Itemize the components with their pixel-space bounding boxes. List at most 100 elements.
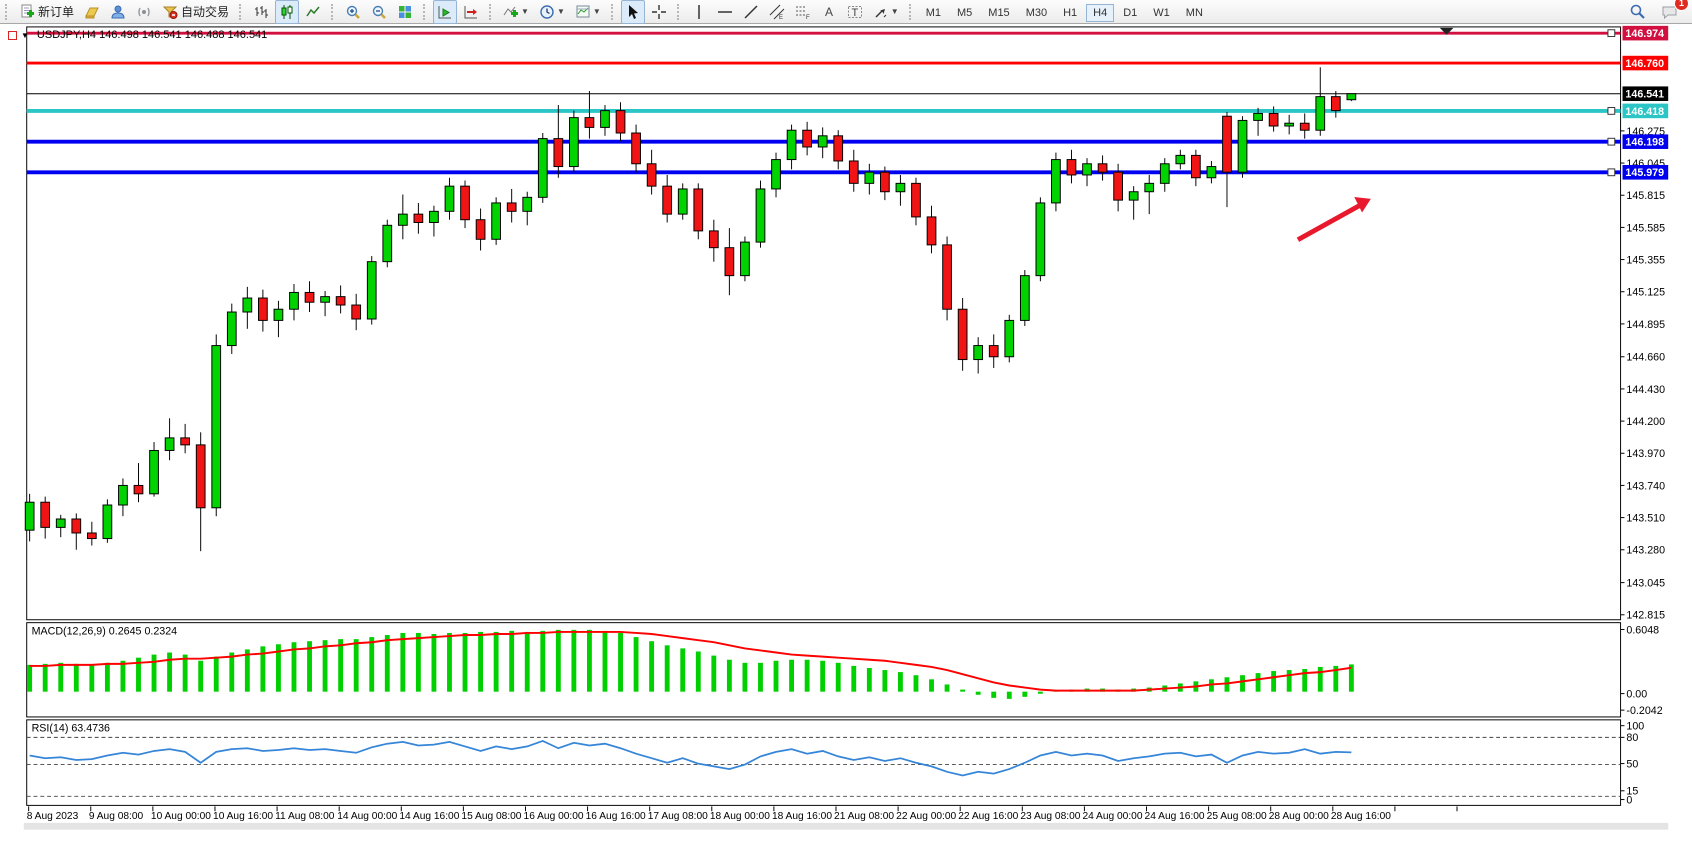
templates-button[interactable]: ▼ xyxy=(571,0,605,24)
line-handle[interactable] xyxy=(1607,168,1616,177)
trendline-tool-button[interactable] xyxy=(739,0,763,24)
candle-up xyxy=(320,296,330,303)
search-icon xyxy=(1630,4,1645,19)
indicators-button[interactable]: ▼ xyxy=(499,0,533,24)
periods-button[interactable]: ▼ xyxy=(535,0,569,24)
horizontal-line-icon xyxy=(717,10,732,13)
price-badge-label: 146.541 xyxy=(1625,89,1664,101)
tile-windows-button[interactable] xyxy=(393,0,417,24)
candle-down xyxy=(351,304,362,320)
bar-chart-button[interactable] xyxy=(249,0,273,24)
shift-marker-icon[interactable] xyxy=(1439,27,1454,35)
rsi-axis-label: 50 xyxy=(1626,758,1638,770)
arrow-annotation-head[interactable] xyxy=(1354,196,1371,213)
candle-down xyxy=(413,213,424,223)
candle-down xyxy=(880,171,890,193)
indicators-icon xyxy=(503,6,519,17)
price-tick-label: 144.660 xyxy=(1626,352,1665,364)
signals-button[interactable] xyxy=(132,0,156,24)
chart-shift-button[interactable] xyxy=(459,0,483,24)
notifications-button[interactable]: 1 xyxy=(1657,0,1689,24)
candle-up xyxy=(1128,191,1139,201)
line-chart-button[interactable] xyxy=(301,0,325,24)
time-axis-label: 18 Aug 00:00 xyxy=(710,811,770,822)
search-button[interactable] xyxy=(1625,0,1650,24)
tab-timeframe-H4[interactable]: H4 xyxy=(1086,3,1115,22)
horizontal-line-tool-button[interactable] xyxy=(713,0,737,24)
bar-chart-icon xyxy=(255,5,269,18)
toolbar-grip xyxy=(676,3,683,20)
price-tick-label: 145.355 xyxy=(1626,254,1665,266)
auto-scroll-button[interactable] xyxy=(433,0,458,24)
candle-up xyxy=(569,117,579,168)
tab-timeframe-M1[interactable]: M1 xyxy=(925,6,941,19)
chart-canvas[interactable]: 146.275146.045145.815145.585145.355145.1… xyxy=(0,24,1692,853)
tab-timeframe-H1[interactable]: H1 xyxy=(1063,6,1078,19)
macd-histogram-bar xyxy=(929,679,934,692)
gold-book-icon xyxy=(85,7,99,18)
macd-histogram-bar xyxy=(664,645,670,692)
chevron-down-icon[interactable]: ▼ xyxy=(21,30,29,40)
crosshair-button[interactable] xyxy=(647,0,671,24)
chart-title-row: ▼ USDJPY,H4 146.498 146.541 146.488 146.… xyxy=(8,29,267,41)
arrow-annotation[interactable] xyxy=(1296,203,1361,242)
text-tool-button[interactable]: A xyxy=(817,0,841,24)
chart-window[interactable]: ▼ USDJPY,H4 146.498 146.541 146.488 146.… xyxy=(0,24,1692,853)
tab-timeframe-M30[interactable]: M30 xyxy=(1025,6,1048,19)
fibonacci-tool-button[interactable]: F xyxy=(791,0,815,24)
macd-histogram-bar xyxy=(120,660,126,692)
zoom-out-button[interactable] xyxy=(367,0,391,24)
new-order-icon xyxy=(21,4,34,17)
candle-up xyxy=(1253,112,1263,121)
vertical-line-tool-button[interactable] xyxy=(687,0,711,24)
candle-up xyxy=(397,213,408,226)
arrows-tool-button[interactable]: ▼ xyxy=(869,0,903,24)
price-tick-label: 144.200 xyxy=(1626,416,1665,428)
tab-timeframe-M5[interactable]: M5 xyxy=(957,6,973,19)
clock-icon xyxy=(540,4,554,19)
label-tool-button[interactable]: T xyxy=(843,0,867,24)
macd-histogram-bar xyxy=(975,691,981,695)
macd-histogram-bar xyxy=(571,629,577,692)
toolbar: 新订单 自动交易 xyxy=(0,0,1692,24)
line-handle[interactable] xyxy=(1607,137,1616,146)
new-order-button[interactable]: 新订单 xyxy=(15,0,78,24)
tab-timeframe-W1[interactable]: W1 xyxy=(1153,6,1170,19)
market-watch-button[interactable] xyxy=(80,0,104,24)
macd-histogram-bar xyxy=(58,662,64,692)
macd-axis-label: 0.00 xyxy=(1626,689,1647,701)
time-axis-label: 16 Aug 00:00 xyxy=(524,811,584,822)
macd-histogram-bar xyxy=(260,646,266,692)
candle-down xyxy=(693,188,704,232)
main-panel[interactable] xyxy=(26,26,1622,621)
candle-down xyxy=(662,185,673,215)
candle-down xyxy=(506,202,517,212)
zoom-in-button[interactable] xyxy=(341,0,365,24)
candle-up xyxy=(864,171,875,184)
macd-histogram-bar xyxy=(524,631,530,692)
tab-timeframe-M15[interactable]: M15 xyxy=(988,6,1010,19)
line-handle[interactable] xyxy=(1607,29,1616,38)
profile-button[interactable] xyxy=(106,0,130,24)
candlestick-chart-button[interactable] xyxy=(275,0,300,24)
tab-timeframe-D1[interactable]: D1 xyxy=(1123,6,1138,19)
channel-tool-button[interactable]: E xyxy=(765,0,789,24)
one-click-trading-icon[interactable] xyxy=(8,30,17,40)
macd-histogram-bar xyxy=(1208,679,1214,692)
rsi-axis-label: 15 xyxy=(1626,786,1638,798)
macd-axis-label: 0.6048 xyxy=(1626,624,1659,636)
candle-up xyxy=(429,210,439,223)
cursor-button[interactable] xyxy=(620,0,645,24)
candle-up xyxy=(289,291,299,310)
macd-histogram-bar xyxy=(509,630,515,692)
price-tick-label: 143.740 xyxy=(1626,480,1665,492)
candle-up xyxy=(786,129,797,161)
tab-timeframe-MN[interactable]: MN xyxy=(1185,6,1203,19)
autotrading-button[interactable]: 自动交易 xyxy=(158,0,233,24)
chevron-down-icon: ▼ xyxy=(592,7,601,16)
macd-histogram-bar xyxy=(913,675,919,692)
candle-up xyxy=(1159,163,1170,184)
rsi-panel[interactable] xyxy=(26,719,1622,806)
macd-histogram-bar xyxy=(167,652,173,692)
line-handle[interactable] xyxy=(1607,107,1616,115)
